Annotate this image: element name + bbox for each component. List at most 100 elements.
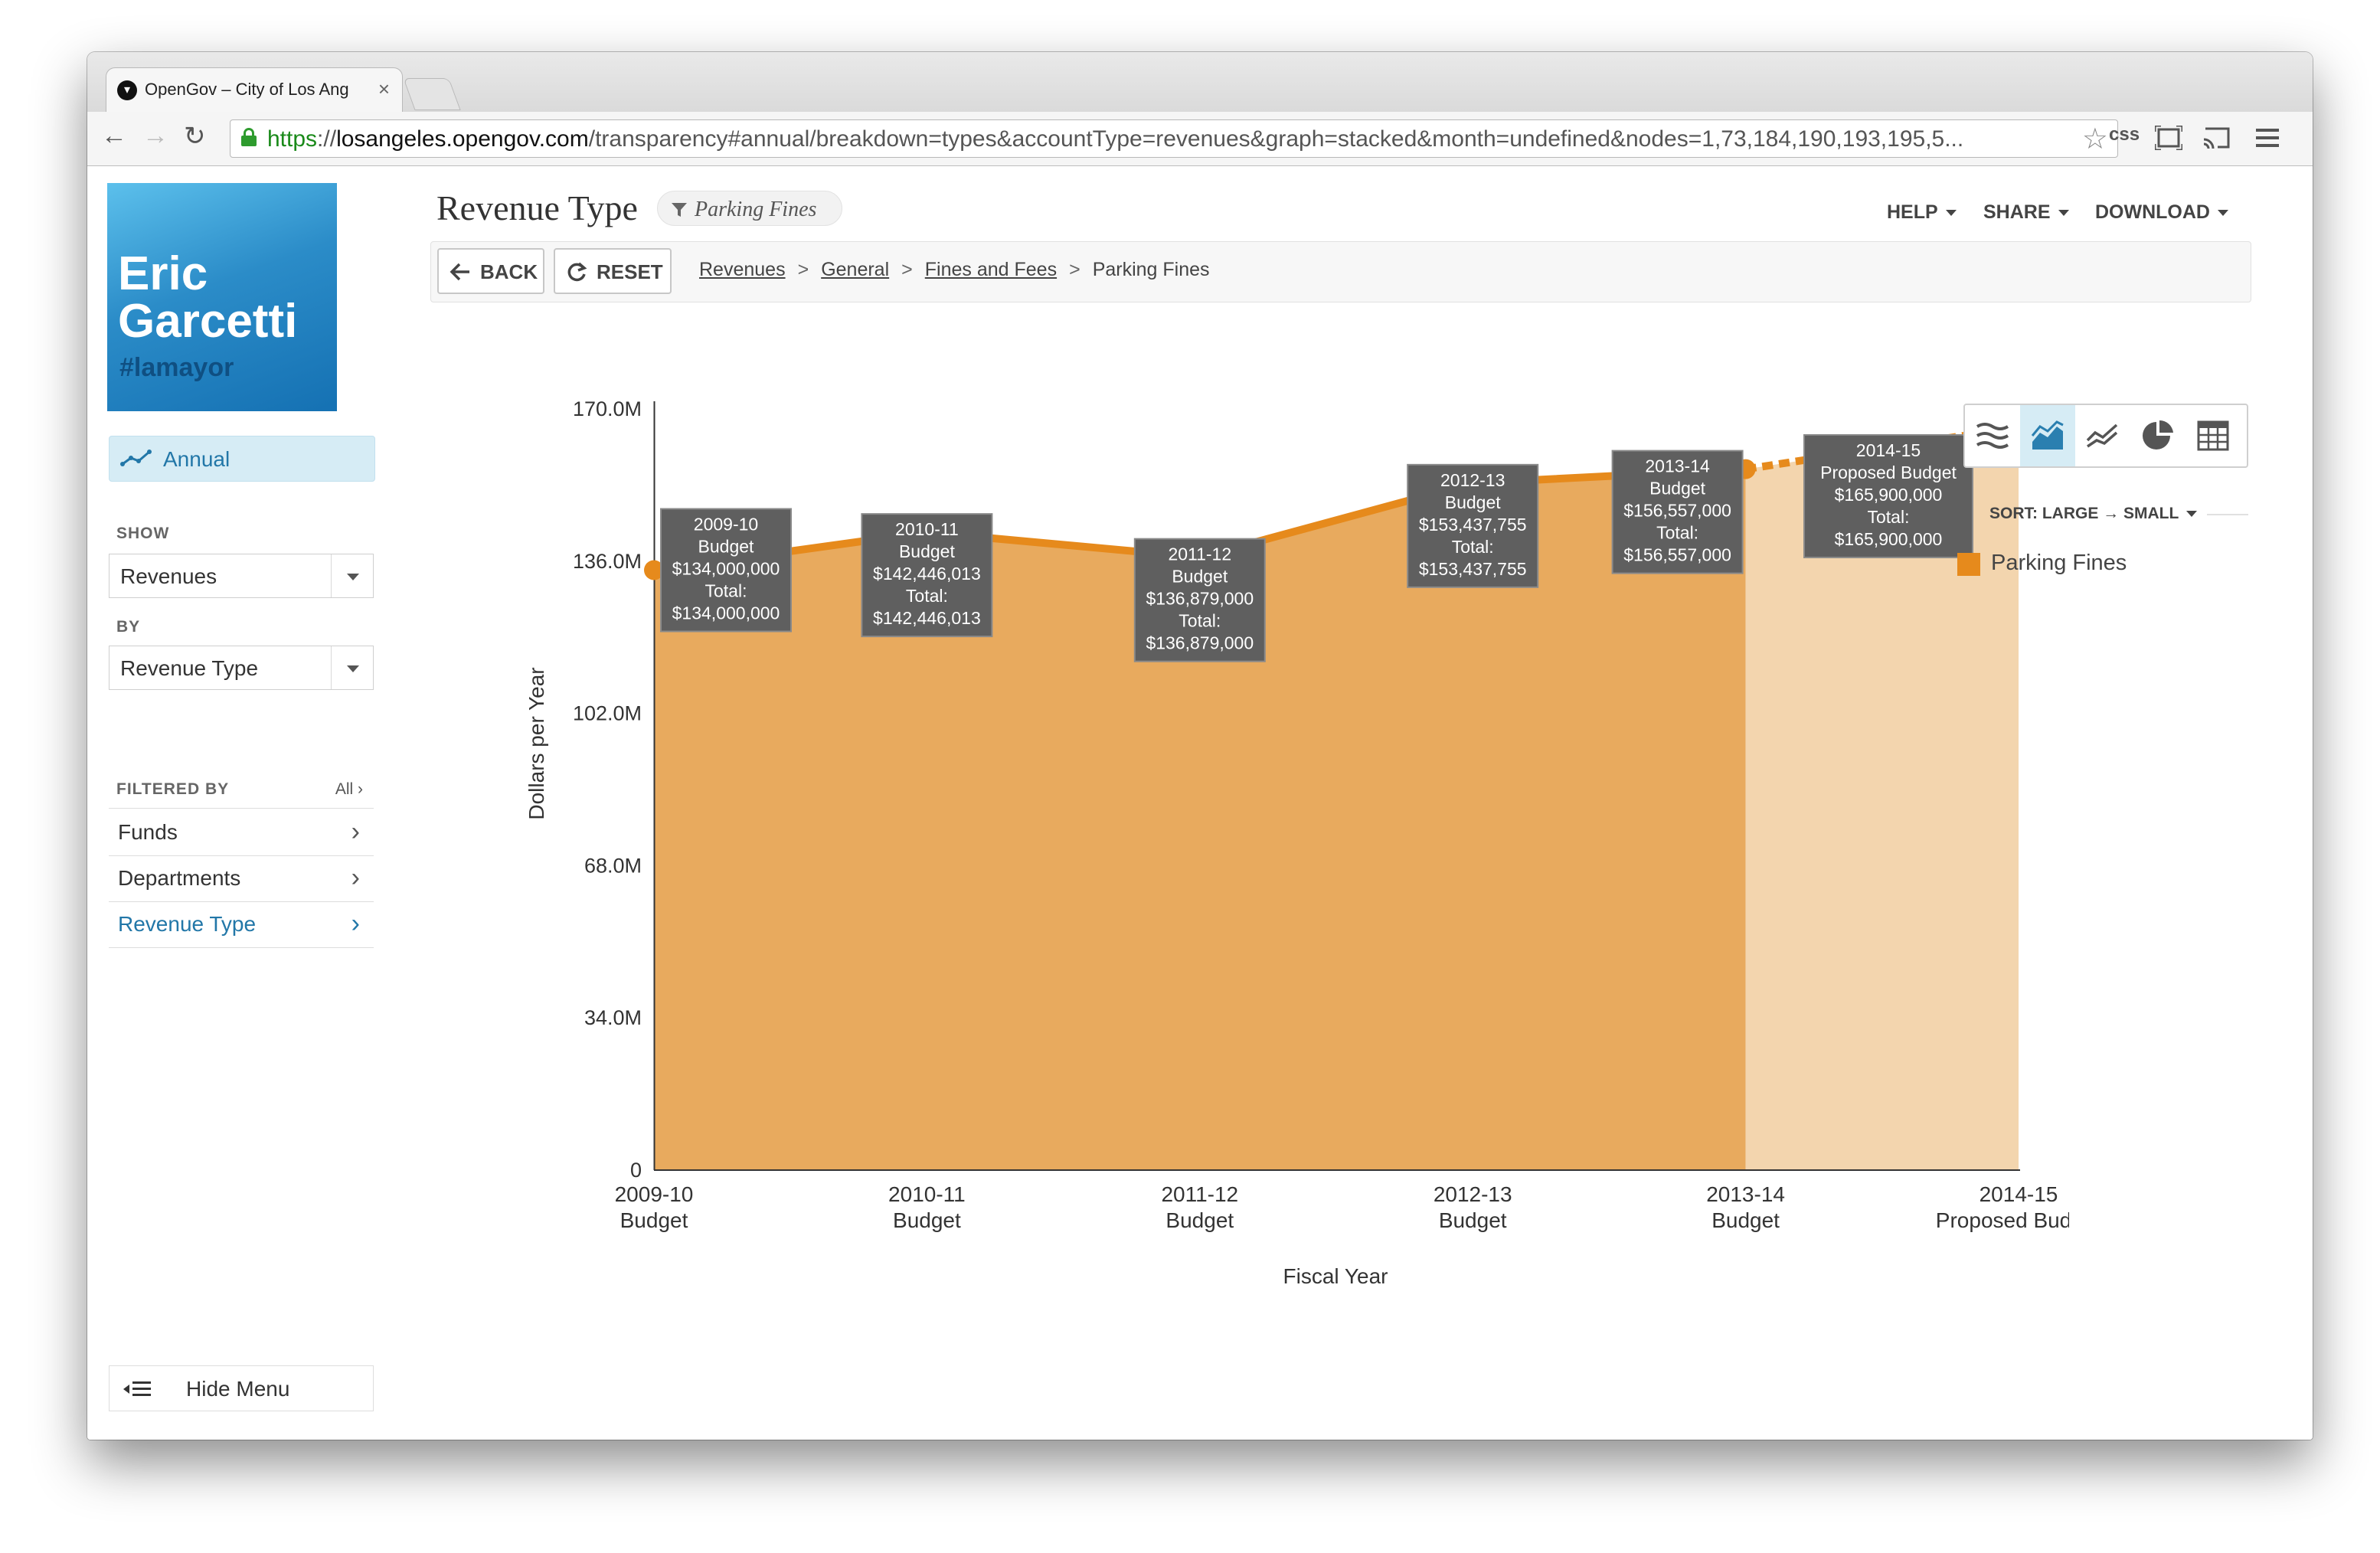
y-tick-label: 136.0M xyxy=(573,550,642,573)
x-tick-sublabel: Proposed Budget xyxy=(1936,1208,2069,1232)
filter-funds[interactable]: Funds › xyxy=(109,809,374,856)
screen-capture-icon[interactable] xyxy=(2155,126,2182,150)
filter-funnel-icon xyxy=(672,203,687,217)
breadcrumb-revenues[interactable]: Revenues xyxy=(699,259,786,280)
hide-menu-label: Hide Menu xyxy=(186,1377,290,1401)
breadcrumb-separator-icon: > xyxy=(901,259,913,280)
filter-chip[interactable]: Parking Fines xyxy=(657,191,842,226)
revenue-chart: 034.0M68.0M102.0M136.0M170.0M2009-10Budg… xyxy=(525,397,2069,1288)
reload-icon[interactable]: ↻ xyxy=(184,122,206,151)
help-menu[interactable]: HELP xyxy=(1887,201,1957,224)
by-select[interactable]: Revenue Type xyxy=(109,646,374,690)
tooltip-box xyxy=(1611,450,1744,574)
y-tick-label: 170.0M xyxy=(573,397,642,420)
tooltip-text: 2014-15 xyxy=(1856,440,1921,460)
tooltip-text: Total: xyxy=(1452,537,1494,557)
eric-garcetti-logo[interactable]: Eric Garcetti #lamayor xyxy=(107,183,337,411)
tooltip-box xyxy=(861,513,993,638)
tooltip-text: $136,879,000 xyxy=(1146,589,1254,609)
sidebar: Eric Garcetti #lamayor Annual SHOW Revenu… xyxy=(87,166,378,1440)
filter-label: Departments xyxy=(118,866,241,890)
navigation-bar: BACK RESET Revenues > General > Fines and Fe… xyxy=(430,241,2251,302)
filter-revenue-type[interactable]: Revenue Type › xyxy=(109,901,374,948)
chevron-down-icon xyxy=(331,554,373,597)
filtered-by-header: FILTERED BY All › xyxy=(109,780,374,809)
x-tick-sublabel: Budget xyxy=(1711,1208,1780,1232)
hide-menu-button[interactable]: Hide Menu xyxy=(109,1365,374,1411)
browser-tab[interactable]: ▾ OpenGov – City of Los Ang × xyxy=(106,67,403,113)
tooltip-box xyxy=(660,508,792,633)
tooltip-text: Budget xyxy=(899,541,956,561)
chevron-down-icon xyxy=(331,646,373,689)
filter-departments[interactable]: Departments › xyxy=(109,855,374,902)
tooltip-text: $134,000,000 xyxy=(672,558,780,578)
tab-title: OpenGov – City of Los Ang xyxy=(145,80,349,99)
back-button[interactable]: BACK xyxy=(437,248,544,294)
filter-label: Funds xyxy=(118,820,178,844)
page-title: Revenue Type xyxy=(436,188,638,227)
tooltip-text: Proposed Budget xyxy=(1820,463,1957,482)
logo-name: Eric Garcetti xyxy=(118,247,298,348)
address-bar[interactable]: https://losangeles.opengov.com/transpare… xyxy=(230,119,2118,158)
show-select-value: Revenues xyxy=(120,564,217,588)
projected-area-fill xyxy=(1745,427,2019,1170)
show-select[interactable]: Revenues xyxy=(109,554,374,598)
x-tick-label: 2009-10 xyxy=(615,1182,694,1206)
show-label: SHOW xyxy=(116,525,170,542)
tooltip-text: 2009-10 xyxy=(694,514,758,534)
sort-dropdown[interactable]: SORT: LARGE → SMALL xyxy=(1989,505,2198,523)
y-axis-title: Dollars per Year xyxy=(525,667,548,819)
stacked-area-view-button[interactable] xyxy=(1965,405,2020,466)
legend-label[interactable]: Parking Fines xyxy=(1991,551,2127,575)
new-tab-button[interactable] xyxy=(403,78,461,110)
pie-icon xyxy=(2143,420,2173,450)
tooltip-text: $142,446,013 xyxy=(873,564,981,584)
css-extension-icon[interactable]: css xyxy=(2109,124,2140,145)
menu-icon[interactable] xyxy=(2256,127,2279,149)
lock-icon xyxy=(241,128,257,146)
bookmark-star-icon[interactable]: ☆ xyxy=(2081,123,2108,155)
line-view-button[interactable] xyxy=(2075,405,2130,466)
stacked-area-icon xyxy=(1976,423,2009,449)
tooltip-text: $153,437,755 xyxy=(1419,559,1527,579)
tab-close-icon[interactable]: × xyxy=(378,77,390,100)
download-menu[interactable]: DOWNLOAD xyxy=(2095,201,2228,224)
back-arrow-icon[interactable]: ← xyxy=(101,121,127,150)
tooltip-text: $153,437,755 xyxy=(1419,515,1527,535)
url-text: https://losangeles.opengov.com/transpare… xyxy=(267,126,1964,152)
tooltip-box xyxy=(1407,463,1539,588)
tooltip-text: $156,557,000 xyxy=(1623,545,1731,565)
x-tick-label: 2012-13 xyxy=(1434,1182,1512,1206)
breadcrumb-fines-and-fees[interactable]: Fines and Fees xyxy=(924,259,1058,280)
app-page: Eric Garcetti #lamayor Annual SHOW Revenu… xyxy=(87,166,2313,1440)
tooltip-text: $134,000,000 xyxy=(672,603,780,623)
annual-nav-item[interactable]: Annual xyxy=(109,436,375,482)
y-tick-label: 0 xyxy=(630,1159,642,1182)
y-tick-label: 34.0M xyxy=(584,1006,642,1029)
logo-hashtag: #lamayor xyxy=(119,353,234,382)
tooltip-text: 2013-14 xyxy=(1645,456,1710,476)
filtered-by-label: FILTERED BY xyxy=(116,780,230,798)
x-tick-sublabel: Budget xyxy=(1439,1208,1507,1232)
annual-label: Annual xyxy=(163,447,230,471)
tooltip-text: $136,879,000 xyxy=(1146,633,1254,653)
tooltip-text: Total: xyxy=(906,586,948,606)
table-view-button[interactable] xyxy=(2185,405,2241,466)
reset-button[interactable]: RESET xyxy=(554,248,672,294)
pie-view-button[interactable] xyxy=(2130,405,2185,466)
cast-icon[interactable] xyxy=(2202,126,2231,150)
filtered-all-link[interactable]: All › xyxy=(335,780,363,798)
chart-view-switcher xyxy=(1963,404,2248,468)
x-tick-label: 2011-12 xyxy=(1161,1182,1238,1206)
breadcrumb-general[interactable]: General xyxy=(821,259,890,280)
tooltip-text: Budget xyxy=(1172,567,1228,587)
x-tick-sublabel: Budget xyxy=(1165,1208,1234,1232)
area-view-button[interactable] xyxy=(2020,405,2075,466)
share-menu[interactable]: SHARE xyxy=(1983,201,2069,224)
breadcrumb-current: Parking Fines xyxy=(1092,259,1210,280)
forward-arrow-icon[interactable]: → xyxy=(142,121,168,150)
tooltip-text: 2012-13 xyxy=(1440,470,1505,490)
filter-chip-label: Parking Fines xyxy=(695,198,817,221)
browser-window: ▾ OpenGov – City of Los Ang × ← → ↻ http… xyxy=(87,52,2313,1440)
tooltip-text: Budget xyxy=(1649,479,1706,499)
